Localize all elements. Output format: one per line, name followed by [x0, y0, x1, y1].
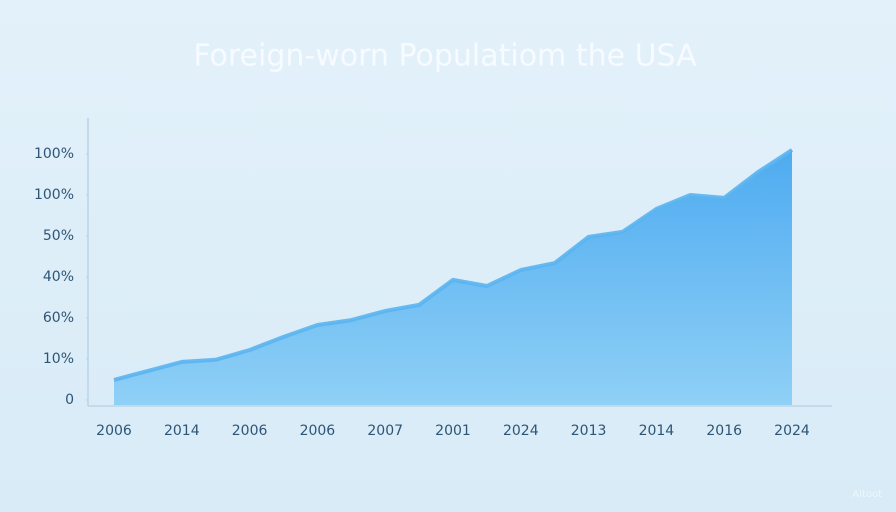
x-tick-label: 2014 [639, 423, 675, 439]
y-tick-label: 100% [34, 146, 74, 162]
x-tick-label: 2007 [367, 423, 403, 439]
area [114, 149, 792, 405]
area-line [113, 148, 794, 382]
x-tick-label: 2024 [774, 423, 810, 439]
watermark: Aitoot [852, 489, 882, 500]
x-tick-label: 2006 [96, 423, 132, 439]
y-tick-label: 0 [65, 392, 74, 408]
x-tick-label: 2001 [435, 423, 471, 439]
y-tick-label: 10% [43, 351, 74, 367]
x-tick-label: 2024 [503, 423, 539, 439]
x-tick-label: 2006 [300, 423, 336, 439]
y-tick-label: 60% [43, 310, 74, 326]
chart-title: Foreign-worn Populatiom the USA [193, 39, 697, 74]
y-tick-label: 100% [34, 187, 74, 203]
y-tick-label: 50% [43, 228, 74, 244]
x-tick-label: 2006 [232, 423, 268, 439]
y-tick-label: 40% [43, 269, 74, 285]
x-tick-label: 2014 [164, 423, 200, 439]
x-tick-label: 2013 [571, 423, 607, 439]
x-tick-label: 2016 [706, 423, 742, 439]
